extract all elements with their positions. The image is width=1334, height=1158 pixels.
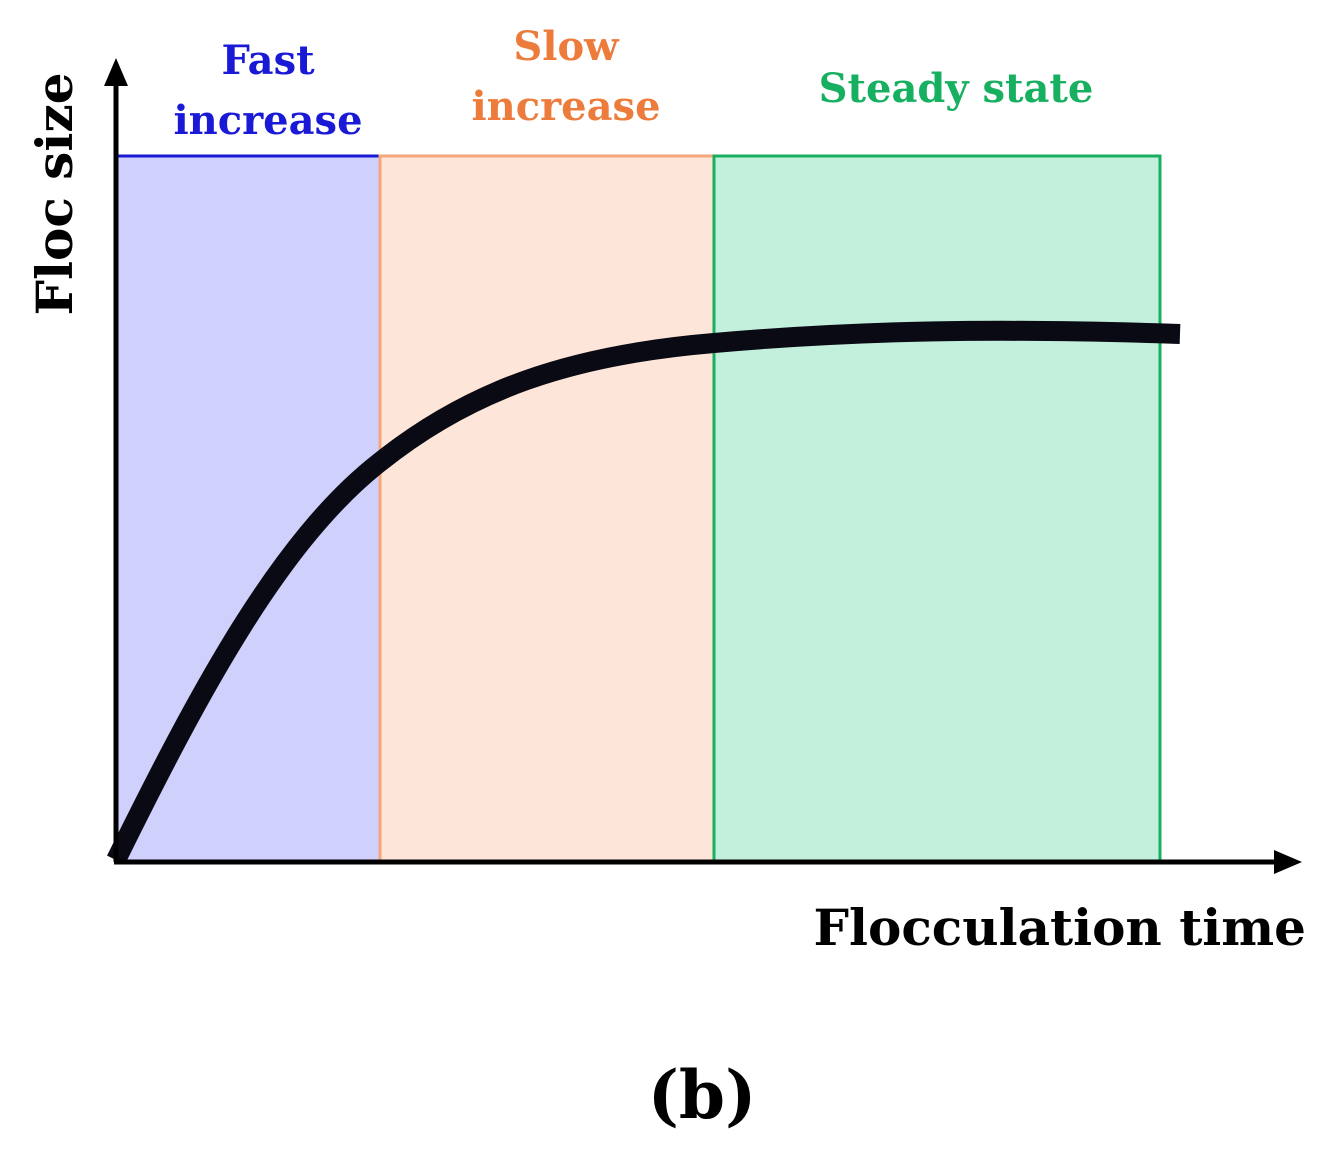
floc-growth-curve	[107, 320, 1181, 865]
y-axis-title: Floc size	[25, 72, 84, 315]
fast-increase-label-line2: increase	[173, 97, 362, 144]
slow-increase-label-line2: increase	[471, 83, 660, 130]
slow-increase-label-line1: Slow	[513, 23, 620, 70]
steady-state-label: Steady state	[819, 65, 1094, 112]
y-axis-arrowhead	[104, 58, 128, 86]
x-axis-arrowhead	[1274, 850, 1302, 874]
steady-state-region	[712, 154, 1162, 864]
fast-increase-label-line1: Fast	[221, 37, 315, 84]
x-axis-title: Flocculation time	[814, 898, 1306, 957]
panel-label: (b)	[648, 1056, 757, 1134]
slow-increase-region	[378, 154, 716, 864]
